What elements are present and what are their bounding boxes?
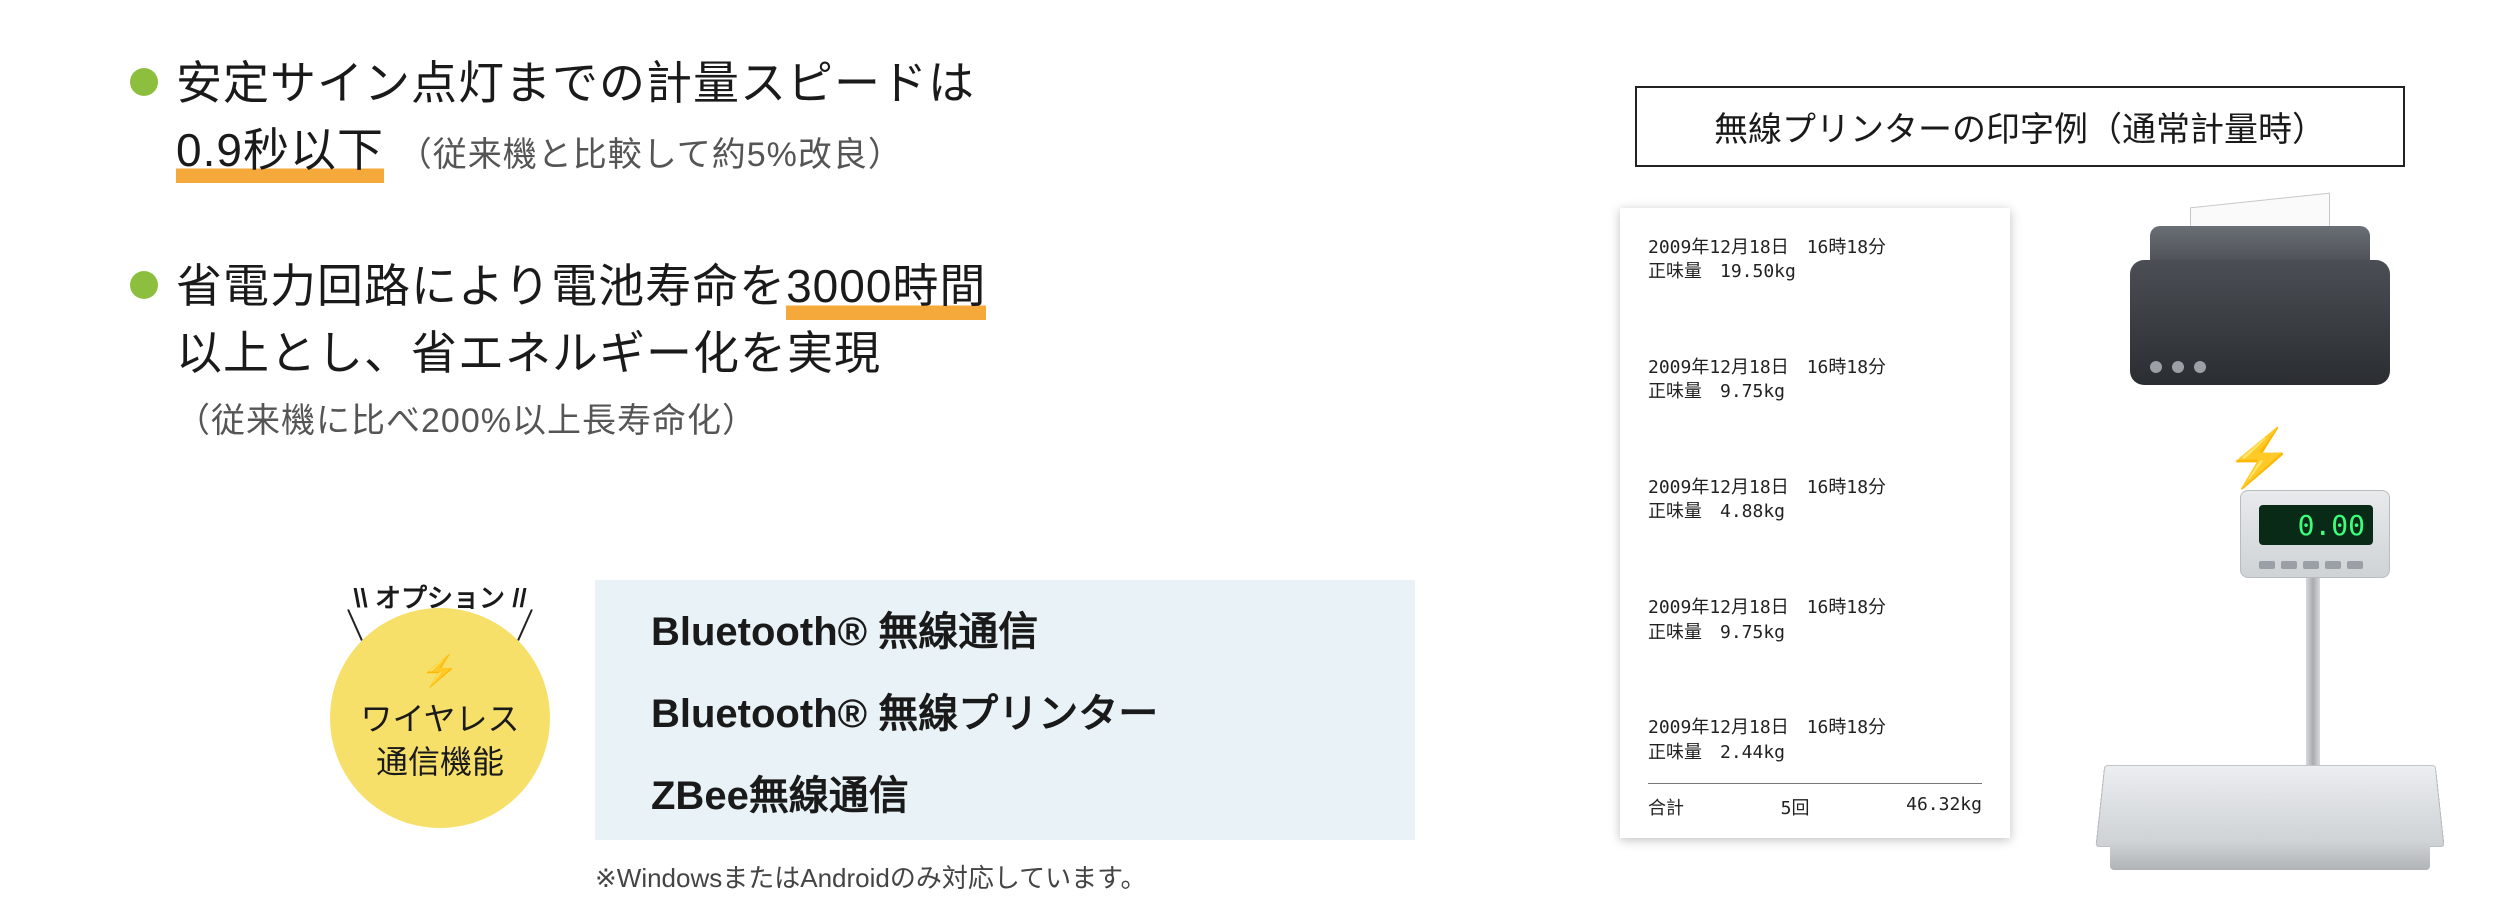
bullet-dot-icon [130, 271, 158, 299]
printer-sample-caption: 無線プリンターの印字例（通常計量時） [1635, 86, 2405, 167]
receipt-value: 9.75kg [1720, 622, 1785, 643]
bullet-post: 以上とし、省エネルギー化を実現 [176, 327, 881, 379]
receipt-date: 2009年12月18日 16時18分 [1648, 236, 1982, 260]
printer-body [2130, 260, 2390, 385]
bullet-sub: （従来機に比べ200%以上長寿命化） [176, 393, 1380, 442]
bullet-accent: 3000時間 [786, 253, 986, 320]
bullet-dot-icon [130, 68, 158, 96]
bullet-main-line: 安定サイン点灯までの計量スピードは 0.9秒以下 （従来機と比較して約5%改良） [176, 50, 1380, 183]
option-item: Bluetooth® 無線プリンター [651, 681, 1359, 739]
printer-illustration [2130, 220, 2390, 390]
right-column: 無線プリンターの印字例（通常計量時） [1590, 86, 2450, 207]
receipt-date: 2009年12月18日 16時18分 [1648, 596, 1982, 620]
scale-keys [2259, 561, 2363, 569]
receipt-total-row: 合計 5回 46.32kg [1648, 783, 1982, 820]
bullet-body: 安定サイン点灯までの計量スピードは 0.9秒以下 （従来機と比較して約5%改良） [176, 50, 1380, 183]
receipt-entry: 2009年12月18日 16時18分 正味量 9.75kg [1648, 356, 1982, 405]
bullet-main-line: 省電力回路により電池寿命を3000時間 以上とし、省エネルギー化を実現 [176, 253, 1380, 386]
receipt-label: 正味量 [1648, 501, 1702, 522]
bullet-battery: 省電力回路により電池寿命を3000時間 以上とし、省エネルギー化を実現 （従来機… [130, 253, 1380, 441]
receipt-label: 正味量 [1648, 381, 1702, 402]
bolt-icon: ⚡ [2225, 425, 2295, 491]
receipt-total-value: 46.32kg [1906, 794, 1982, 820]
wireless-badge: \\ オプション // ⚡ ワイヤレス 通信機能 [310, 578, 570, 838]
scale-display: 0.00 [2259, 505, 2373, 545]
receipt-value: 19.50kg [1720, 261, 1796, 282]
option-footnote: ※WindowsまたはAndroidのみ対応しています。 [595, 858, 1147, 895]
receipt-label: 正味量 [1648, 261, 1702, 282]
receipt-total-label: 合計 [1648, 794, 1684, 820]
receipt-label: 正味量 [1648, 622, 1702, 643]
receipt-date: 2009年12月18日 16時18分 [1648, 716, 1982, 740]
scale-base [2110, 840, 2430, 870]
feature-bullets: 安定サイン点灯までの計量スピードは 0.9秒以下 （従来機と比較して約5%改良）… [130, 50, 1380, 512]
option-item: Bluetooth® 無線通信 [651, 599, 1359, 657]
receipt-entry: 2009年12月18日 16時18分 正味量 19.50kg [1648, 236, 1982, 285]
badge-line2: 通信機能 [376, 741, 504, 784]
badge-circle: ⚡ ワイヤレス 通信機能 [330, 608, 550, 828]
receipt-total-count: 5回 [1781, 794, 1810, 820]
bullet-pre: 省電力回路により電池寿命を [176, 260, 786, 312]
printer-buttons [2150, 361, 2206, 373]
receipt-entry: 2009年12月18日 16時18分 正味量 4.88kg [1648, 476, 1982, 525]
receipt-value: 2.44kg [1720, 742, 1785, 763]
badge-line1: ワイヤレス [360, 698, 519, 741]
wireless-options-box: Bluetooth® 無線通信 Bluetooth® 無線プリンター ZBee無… [595, 580, 1415, 840]
scale-illustration: 0.00 [2100, 490, 2440, 880]
receipt-entry: 2009年12月18日 16時18分 正味量 2.44kg [1648, 716, 1982, 765]
bullet-pre: 安定サイン点灯までの計量スピードは [176, 57, 975, 109]
receipt-entries: 2009年12月18日 16時18分 正味量 19.50kg 2009年12月1… [1648, 236, 1982, 765]
bullet-body: 省電力回路により電池寿命を3000時間 以上とし、省エネルギー化を実現 （従来機… [176, 253, 1380, 441]
receipt-date: 2009年12月18日 16時18分 [1648, 476, 1982, 500]
bullet-accent: 0.9秒以下 [176, 117, 384, 184]
scale-pole [2306, 578, 2320, 768]
bullet-sub: （従来機と比較して約5%改良） [398, 136, 903, 174]
receipt-entry: 2009年12月18日 16時18分 正味量 9.75kg [1648, 596, 1982, 645]
scale-weighing-plate [2095, 765, 2444, 847]
bullet-speed: 安定サイン点灯までの計量スピードは 0.9秒以下 （従来機と比較して約5%改良） [130, 50, 1380, 183]
scale-indicator-head: 0.00 [2240, 490, 2390, 578]
receipt-sample: 2009年12月18日 16時18分 正味量 19.50kg 2009年12月1… [1620, 208, 2010, 838]
receipt-label: 正味量 [1648, 742, 1702, 763]
receipt-value: 9.75kg [1720, 381, 1785, 402]
receipt-value: 4.88kg [1720, 501, 1785, 522]
option-item: ZBee無線通信 [651, 763, 1359, 821]
bolt-icon: ⚡ [421, 652, 458, 693]
receipt-date: 2009年12月18日 16時18分 [1648, 356, 1982, 380]
